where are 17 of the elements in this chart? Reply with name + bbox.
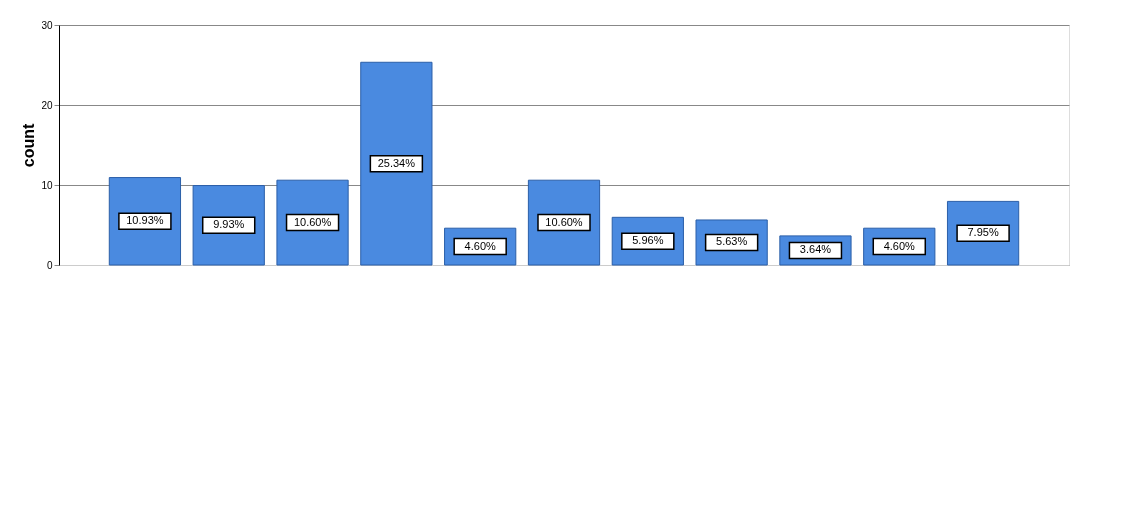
data-label: 4.60% [464,239,496,252]
y-tick-label: 10 [41,179,53,191]
y-tick-label: 30 [41,19,53,31]
data-label: 10.60% [293,215,332,228]
data-label: 25.34% [377,156,416,169]
y-tick-label: 0 [46,259,53,271]
y-axis-title: count [20,123,38,168]
bar [360,61,433,266]
data-label: 3.64% [799,243,832,256]
data-label: 9.93% [213,218,245,231]
data-label: 5.96% [632,234,664,247]
data-label: 4.60% [883,239,916,252]
y-tick-label: 20 [41,99,53,111]
data-label: 5.63% [716,235,748,248]
data-label: 10.93% [126,214,164,227]
data-label: 10.60% [545,215,583,228]
data-label: 7.95% [967,226,999,239]
